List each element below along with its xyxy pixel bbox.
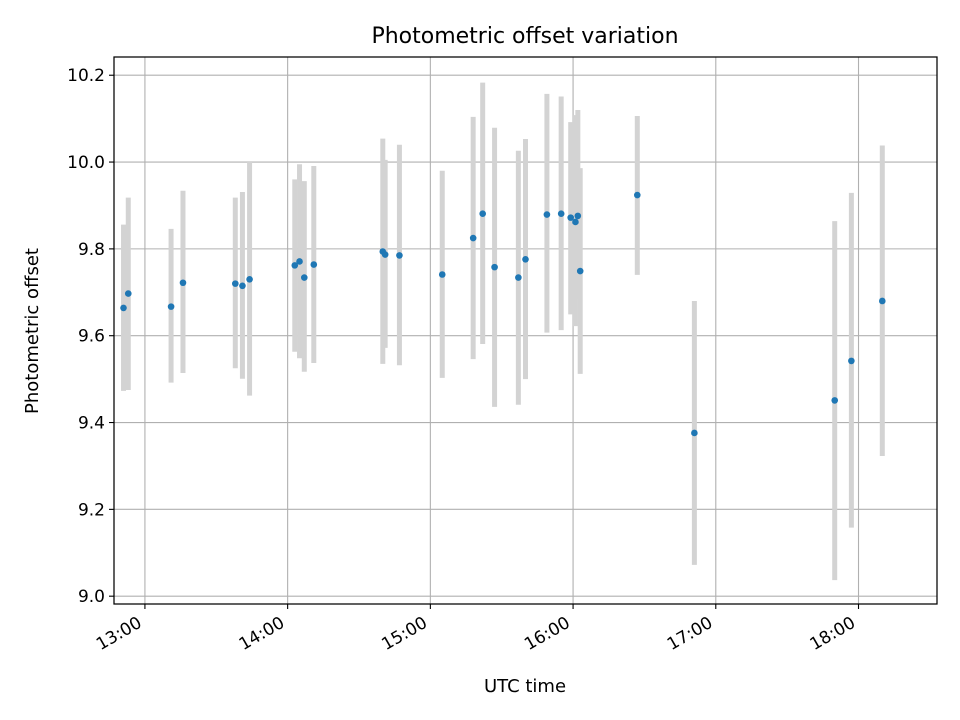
data-point — [691, 429, 698, 437]
data-point — [120, 304, 127, 312]
data-point — [296, 258, 303, 265]
data-point — [239, 282, 246, 290]
data-point — [543, 211, 551, 218]
data-point — [291, 262, 299, 269]
data-point — [300, 274, 308, 281]
data-point — [557, 210, 565, 218]
data-point — [396, 252, 403, 259]
data-point — [574, 212, 582, 220]
y-tick-label: 9.4 — [78, 414, 105, 434]
data-point — [491, 263, 498, 271]
y-axis-label: Photometric offset — [22, 248, 43, 414]
data-point — [567, 214, 574, 221]
chart-title: Photometric offset variation — [371, 24, 678, 49]
y-axis-ticks: 9.0 9.2 9.4 9.6 9.8 10.0 10.2 — [67, 66, 114, 607]
data-point — [522, 256, 529, 263]
y-tick-label: 9.6 — [78, 327, 105, 347]
y-tick-label: 9.0 — [78, 587, 105, 607]
y-tick-label: 10.0 — [67, 153, 105, 173]
data-point — [515, 274, 522, 281]
y-tick-label: 10.2 — [67, 66, 105, 86]
data-point — [381, 251, 389, 258]
data-point — [179, 279, 187, 287]
x-axis-label: UTC time — [484, 676, 566, 697]
data-points — [120, 191, 886, 437]
data-point — [438, 271, 446, 278]
data-point — [572, 218, 579, 226]
y-tick-label: 9.2 — [78, 500, 105, 520]
data-point — [124, 290, 132, 297]
data-point — [848, 357, 855, 365]
data-point — [246, 275, 253, 283]
data-point — [469, 234, 477, 242]
data-point — [633, 191, 641, 199]
data-point — [310, 261, 318, 268]
data-point — [167, 303, 175, 310]
data-point — [479, 210, 486, 218]
data-point — [576, 267, 584, 275]
plot-frame — [113, 56, 938, 605]
y-tick-label: 9.8 — [78, 240, 105, 260]
data-point — [232, 280, 239, 287]
data-point — [878, 297, 886, 305]
data-point — [831, 397, 839, 404]
